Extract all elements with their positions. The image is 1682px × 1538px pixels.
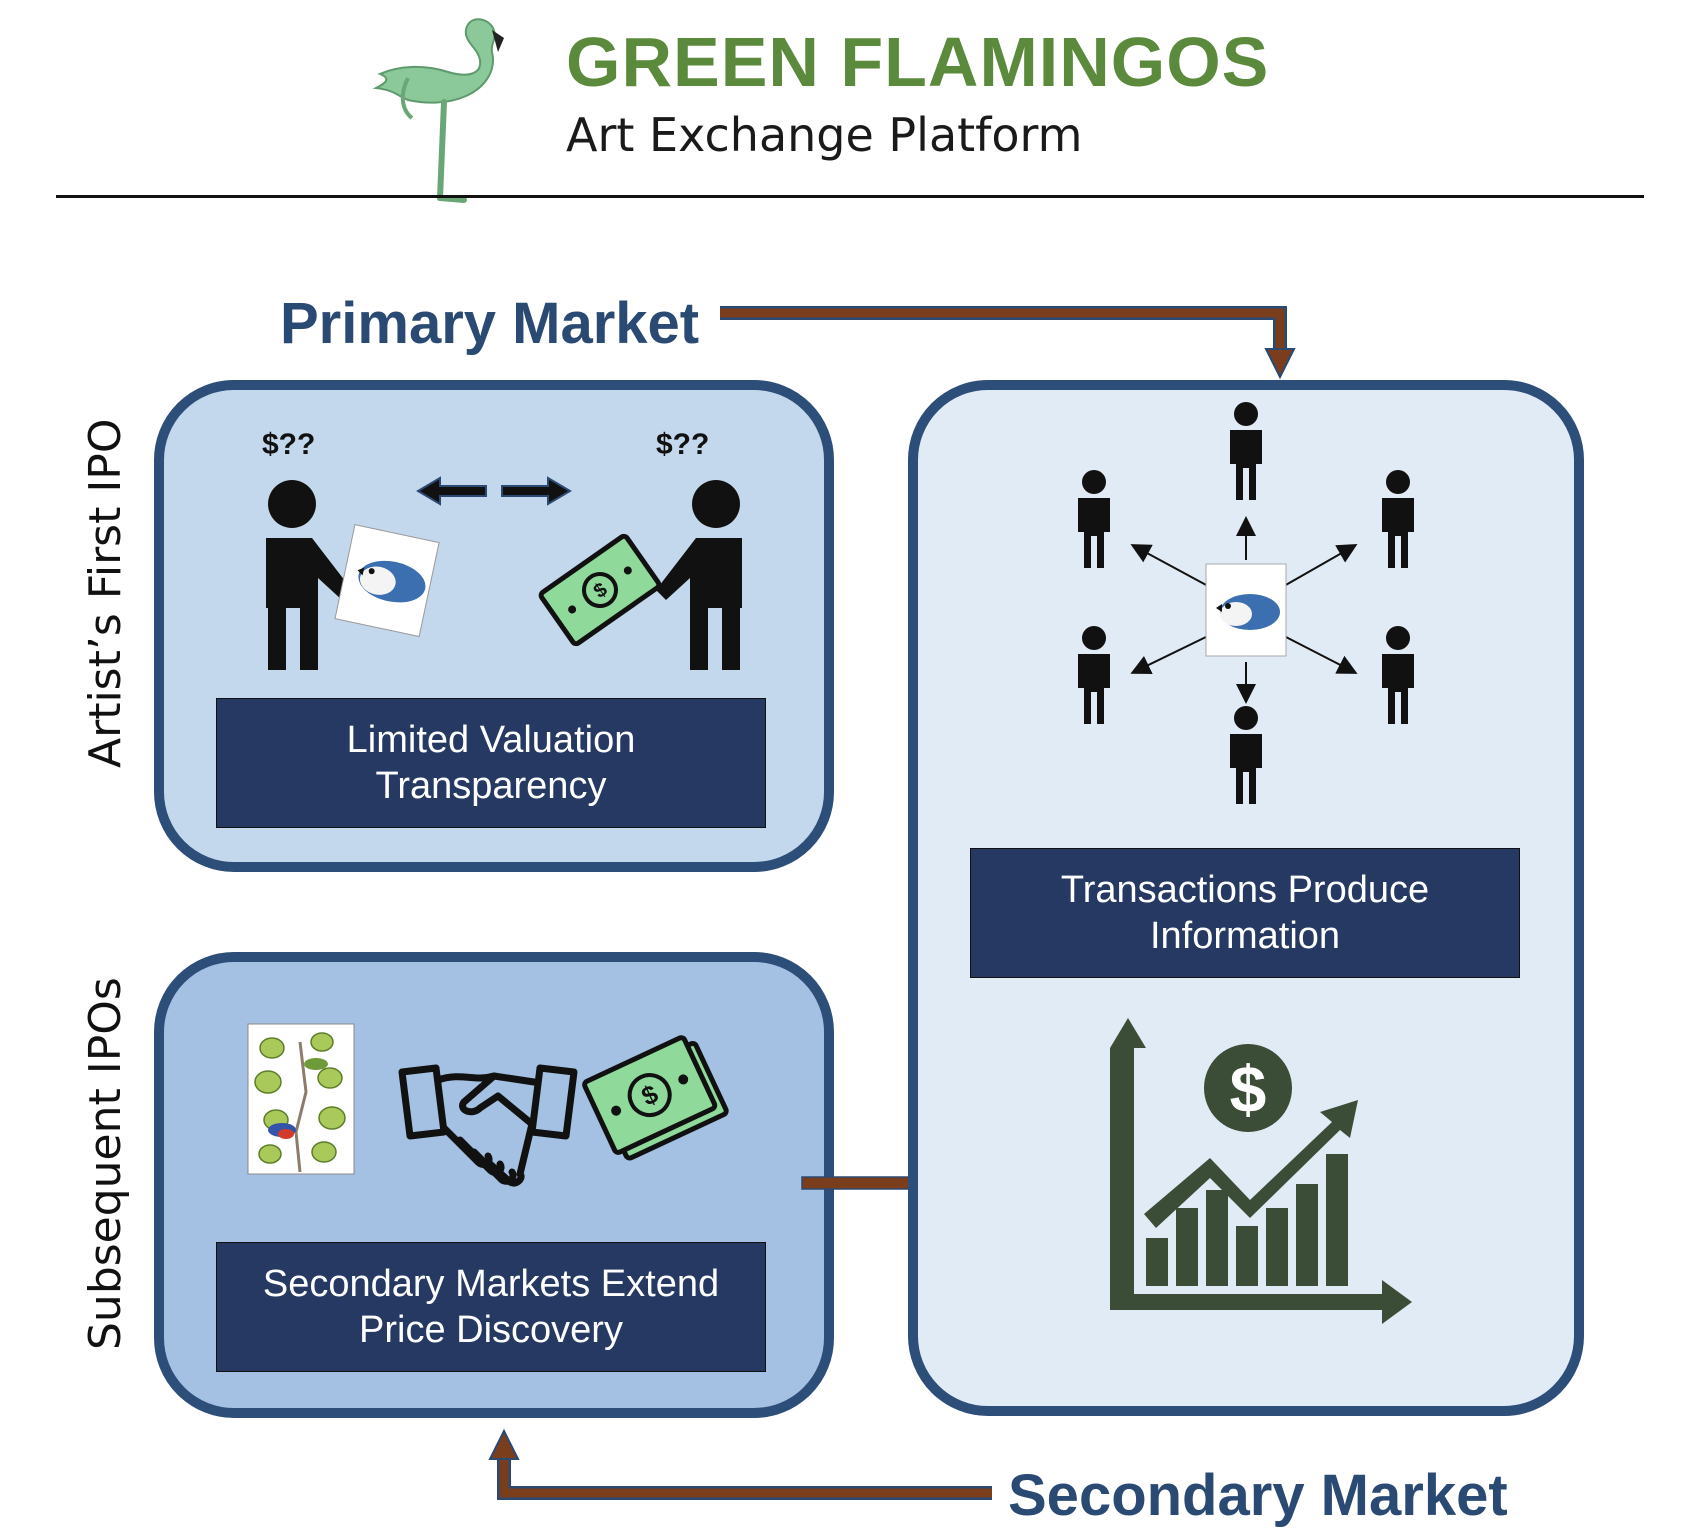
flamingo-logo-icon: [372, 18, 504, 203]
transactions-produce-information-caption: Transactions Produce Information: [970, 848, 1520, 978]
caption-line: Price Discovery: [359, 1309, 623, 1351]
bird-painting-icon: [247, 1023, 355, 1175]
artists-first-ipo-label: Artist’s First IPO: [80, 418, 131, 768]
subsequent-ipos-label: Subsequent IPOs: [80, 977, 131, 1350]
handshake-icon: [398, 1064, 578, 1187]
brand-title: GREEN FLAMINGOS: [566, 23, 1270, 101]
svg-text:$: $: [1230, 1052, 1267, 1126]
network-diagram-icon: [1078, 402, 1414, 804]
caption-line: Information: [1149, 915, 1341, 957]
secondary-markets-caption: Secondary Markets Extend Price Discovery: [216, 1242, 766, 1372]
price-question-right: $??: [656, 428, 710, 461]
buyer-person-icon: [656, 480, 742, 670]
limited-valuation-caption: Limited Valuation Transparency: [216, 698, 766, 828]
money-stack-icon: $: [582, 1035, 729, 1161]
growth-chart-icon: $: [1110, 1018, 1412, 1324]
price-question-left: $??: [262, 428, 316, 461]
caption-line: Secondary Markets Extend: [262, 1263, 720, 1305]
artwork-bird-icon: [334, 524, 440, 638]
primary-market-arrow: [720, 306, 1296, 380]
caption-line: Limited Valuation: [346, 719, 636, 761]
primary-market-label: Primary Market: [280, 291, 700, 356]
header-divider: [56, 195, 1644, 198]
secondary-market-label: Secondary Market: [1008, 1463, 1508, 1528]
seller-person-icon: [266, 480, 352, 670]
caption-line: Transactions Produce: [1060, 869, 1430, 911]
center-artwork-icon: [1205, 563, 1287, 657]
exchange-arrows-icon: [416, 476, 572, 506]
secondary-market-arrow: [488, 1428, 992, 1500]
caption-line: Transparency: [375, 765, 607, 807]
money-bill-icon: $: [538, 533, 662, 647]
brand-subtitle: Art Exchange Platform: [566, 108, 1083, 162]
